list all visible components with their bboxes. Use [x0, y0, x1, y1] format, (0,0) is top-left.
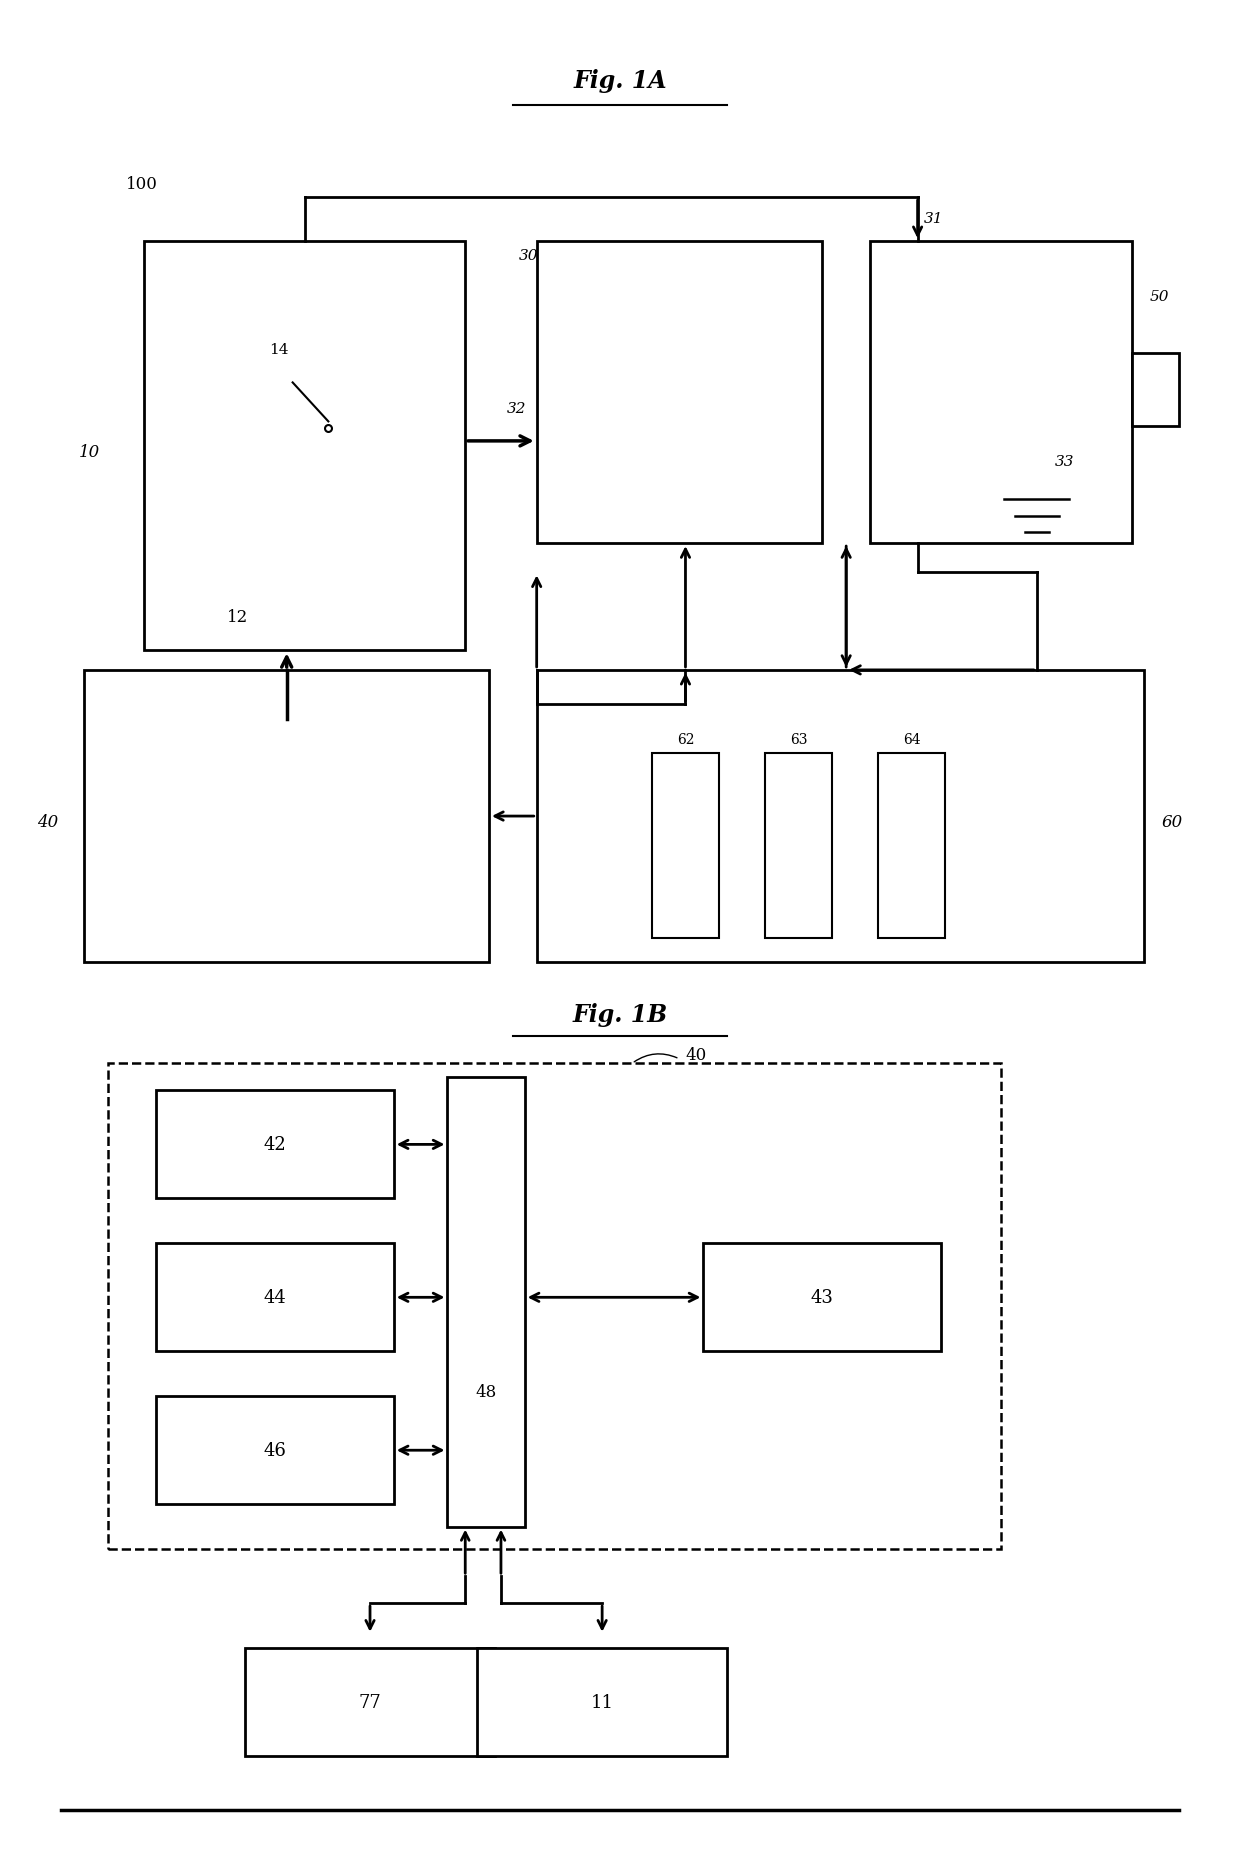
- Text: 12: 12: [227, 609, 248, 626]
- Text: 100: 100: [126, 176, 157, 193]
- Text: 33: 33: [1054, 455, 1074, 468]
- Bar: [156, 1244, 394, 1352]
- Text: 40: 40: [37, 813, 58, 830]
- Bar: [870, 242, 1132, 543]
- Bar: [765, 753, 832, 938]
- Bar: [878, 753, 945, 938]
- Text: 77: 77: [358, 1693, 382, 1712]
- Text: 46: 46: [263, 1442, 286, 1459]
- Text: Fig. 1A: Fig. 1A: [573, 69, 667, 94]
- Bar: [1132, 354, 1179, 427]
- Text: 48: 48: [475, 1384, 497, 1401]
- Text: 50: 50: [1149, 290, 1169, 303]
- Bar: [537, 242, 822, 543]
- Text: 32: 32: [507, 401, 527, 416]
- Bar: [537, 671, 1143, 963]
- Text: 11: 11: [590, 1693, 614, 1712]
- Bar: [84, 671, 489, 963]
- Text: 43: 43: [811, 1289, 833, 1307]
- Bar: [652, 753, 719, 938]
- Text: 60: 60: [1162, 813, 1183, 830]
- Bar: [156, 1397, 394, 1504]
- Text: 63: 63: [790, 732, 807, 747]
- Text: 30: 30: [518, 249, 538, 262]
- Text: 14: 14: [269, 343, 289, 358]
- Text: 40: 40: [686, 1047, 707, 1064]
- Bar: [144, 242, 465, 652]
- Bar: [703, 1244, 941, 1352]
- Text: 62: 62: [677, 732, 694, 747]
- Bar: [448, 1077, 525, 1526]
- Text: 31: 31: [924, 212, 944, 225]
- Text: 42: 42: [263, 1135, 286, 1154]
- Text: 44: 44: [263, 1289, 286, 1307]
- Text: 64: 64: [903, 732, 920, 747]
- Bar: [477, 1648, 727, 1757]
- Text: Fig. 1B: Fig. 1B: [573, 1002, 667, 1026]
- Text: 10: 10: [78, 444, 99, 461]
- Bar: [156, 1090, 394, 1199]
- Bar: [246, 1648, 495, 1757]
- Bar: [108, 1064, 1001, 1549]
